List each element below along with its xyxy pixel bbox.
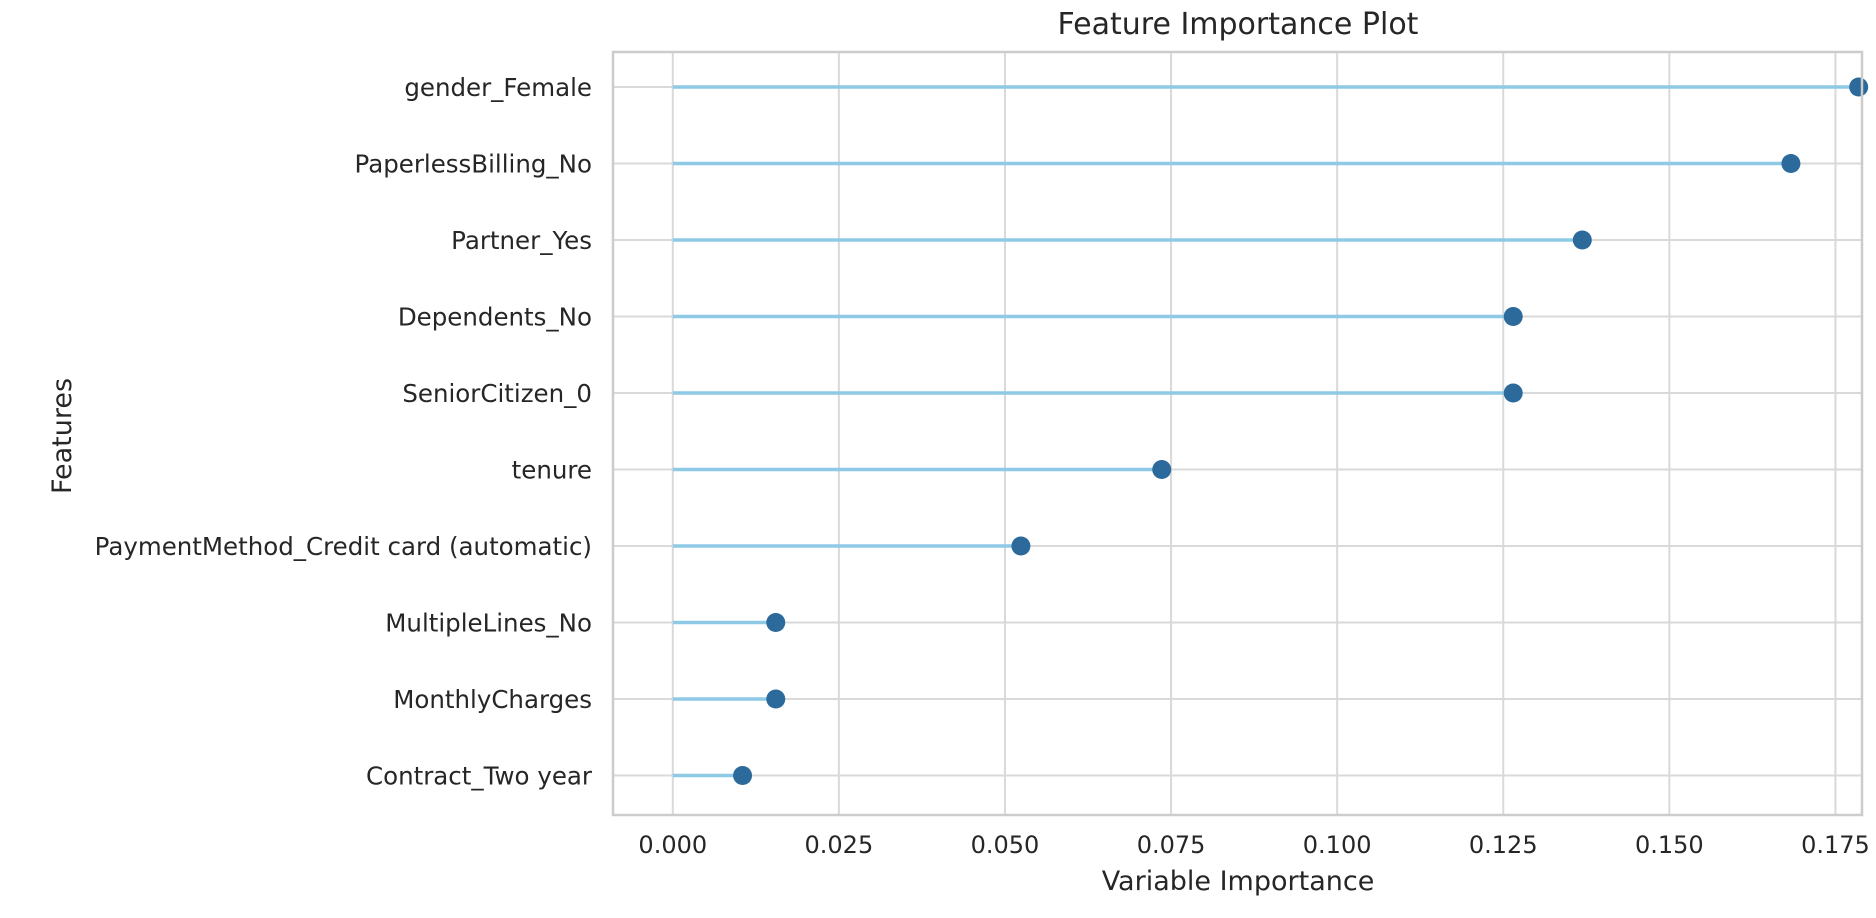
feature-label: tenure [512, 456, 592, 485]
x-tick-label: 0.150 [1635, 831, 1704, 859]
feature-label: Contract_Two year [366, 762, 593, 791]
x-axis-label: Variable Importance [1102, 866, 1375, 897]
x-tick-label: 0.175 [1801, 831, 1870, 859]
marker-layer [733, 77, 1869, 785]
marker-0 [1849, 77, 1869, 97]
feature-label: SeniorCitizen_0 [402, 379, 592, 408]
marker-5 [1152, 460, 1172, 479]
x-tick-label: 0.125 [1469, 831, 1538, 859]
marker-3 [1503, 307, 1523, 326]
feature-label: PaymentMethod_Credit card (automatic) [95, 532, 592, 561]
x-tick-label: 0.075 [1137, 831, 1206, 859]
grid-layer [613, 52, 1862, 815]
y-axis-label: Features [47, 378, 78, 494]
x-tick-label: 0.050 [971, 831, 1040, 859]
stem-layer [672, 85, 1859, 778]
x-tick-label: 0.025 [805, 831, 874, 859]
x-tick-label: 0.100 [1303, 831, 1372, 859]
marker-2 [1572, 230, 1592, 250]
feature-label: MonthlyCharges [393, 685, 592, 714]
feature-label: gender_Female [404, 73, 592, 102]
axes-frame [611, 50, 1864, 817]
chart-title: Feature Importance Plot [1058, 7, 1419, 42]
feature-label: Partner_Yes [451, 226, 592, 255]
feature-label: MultipleLines_No [385, 609, 592, 638]
feature-label: PaperlessBilling_No [355, 150, 592, 179]
feature-label: Dependents_No [398, 303, 592, 332]
marker-9 [733, 766, 753, 785]
marker-8 [766, 689, 786, 709]
label-layer: 0.000 0.025 0.050 0.075 0.100 0.125 0.150 0.175… [95, 73, 1870, 859]
x-tick-label: 0.000 [638, 831, 707, 859]
marker-6 [1011, 536, 1031, 556]
marker-1 [1781, 154, 1801, 173]
marker-7 [766, 613, 786, 632]
marker-4 [1503, 383, 1523, 403]
